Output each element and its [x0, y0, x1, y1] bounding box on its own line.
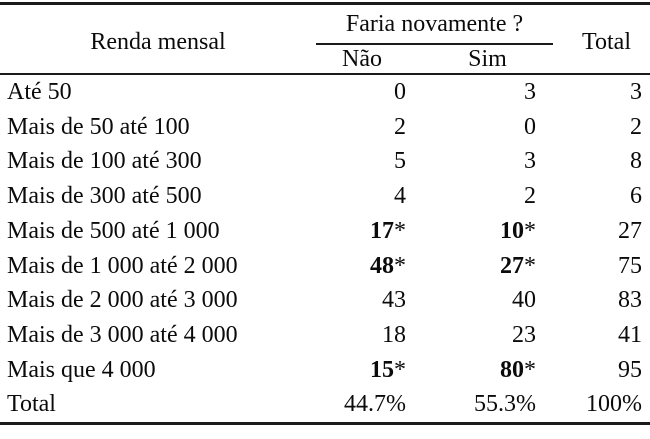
header-row-sub: Não Sim	[0, 44, 650, 74]
cell-nao: 4	[316, 179, 408, 214]
table-row: Mais de 1 000 até 2 000 48* 27* 75	[0, 249, 650, 284]
cell-value: 27	[500, 252, 525, 279]
cell-nao: 0	[316, 74, 408, 110]
cell-value: 43	[382, 287, 406, 314]
cell-total: 95	[618, 356, 643, 383]
table-row: Mais que 4 000 15* 80* 95	[0, 353, 650, 388]
cell-total: 100%	[586, 391, 643, 418]
cell-value: 0	[394, 79, 406, 105]
cell-sim: 0	[408, 110, 553, 145]
cell-nao: 18	[316, 318, 408, 353]
cell-value: 17	[370, 217, 394, 244]
cell-value: 55.3%	[474, 391, 537, 418]
cell-nao: 17*	[316, 214, 408, 249]
cell-sim: 80*	[408, 353, 553, 388]
cell-total: 8	[630, 148, 643, 175]
cell-value: 10	[500, 217, 525, 244]
cell-value: 2	[524, 183, 537, 210]
table-row: Mais de 300 até 500 4 2 6	[0, 179, 650, 214]
row-label: Até 50	[7, 79, 72, 105]
cell-value: 0	[524, 113, 537, 140]
cell-value: 40	[512, 287, 537, 314]
table-row: Mais de 50 até 100 2 0 2	[0, 110, 650, 145]
cell-sim: 3	[408, 144, 553, 179]
significance-asterisk: *	[394, 356, 406, 383]
header-row-group: Renda mensal Faria novamente ? Total	[0, 3, 650, 55]
income-crosstab-table: Renda mensal Faria novamente ? Total Não…	[0, 2, 650, 426]
table-row: Mais de 2 000 até 3 000 43 40 83	[0, 283, 650, 318]
cell-nao: 44.7%	[316, 387, 408, 423]
cell-sim: 40	[408, 283, 553, 318]
significance-asterisk: *	[524, 356, 537, 383]
row-label: Mais de 300 até 500	[7, 183, 202, 210]
cell-sim: 55.3%	[408, 387, 553, 423]
cell-total: 3	[630, 79, 643, 105]
table-row: Mais de 100 até 300 5 3 8	[0, 144, 650, 179]
cell-value: 44.7%	[344, 391, 406, 418]
cell-sim: 2	[408, 179, 553, 214]
cell-value: 18	[382, 321, 406, 348]
table-row: Até 50 0 3 3	[0, 74, 650, 110]
cell-nao: 43	[316, 283, 408, 318]
significance-asterisk: *	[524, 252, 537, 279]
table-row: Mais de 3 000 até 4 000 18 23 41	[0, 318, 650, 353]
cell-value: 15	[370, 356, 394, 383]
significance-asterisk: *	[524, 217, 537, 244]
row-label: Mais de 2 000 até 3 000	[7, 287, 238, 314]
cell-total: 41	[618, 321, 643, 348]
header-sim: Sim	[468, 45, 507, 72]
cell-sim: 23	[408, 318, 553, 353]
cell-nao: 48*	[316, 249, 408, 284]
table-header: Renda mensal Faria novamente ? Total Não…	[0, 3, 650, 74]
header-nao: Não	[342, 45, 382, 72]
header-faria-novamente: Faria novamente ?	[316, 3, 554, 45]
table-body: Até 50 0 3 3 Mais de 50 até 100 2 0 2 Ma…	[0, 74, 650, 424]
row-label: Total	[7, 391, 56, 418]
cell-total: 2	[630, 113, 643, 140]
cell-nao: 15*	[316, 353, 408, 388]
cell-value: 3	[524, 79, 537, 105]
cell-sim: 3	[408, 74, 553, 110]
row-label: Mais de 3 000 até 4 000	[7, 321, 238, 348]
cell-total: 27	[618, 217, 643, 244]
header-total: Total	[582, 28, 631, 55]
table-row: Total 44.7% 55.3% 100%	[0, 387, 650, 423]
significance-asterisk: *	[394, 252, 406, 279]
cell-total: 75	[618, 252, 643, 279]
row-label: Mais de 500 até 1 000	[7, 217, 220, 244]
cell-nao: 5	[316, 144, 408, 179]
cell-total: 6	[630, 183, 643, 210]
cell-value: 4	[394, 183, 406, 210]
cell-value: 5	[394, 148, 406, 175]
cell-value: 23	[512, 321, 537, 348]
cell-sim: 27*	[408, 249, 553, 284]
cell-value: 2	[394, 113, 406, 140]
cell-nao: 2	[316, 110, 408, 145]
cell-sim: 10*	[408, 214, 553, 249]
significance-asterisk: *	[394, 217, 406, 244]
row-label: Mais de 1 000 até 2 000	[7, 252, 238, 279]
row-label: Mais que 4 000	[7, 356, 156, 383]
cell-value: 3	[524, 148, 537, 175]
row-label: Mais de 100 até 300	[7, 148, 202, 175]
cell-total: 83	[618, 287, 643, 314]
row-label: Mais de 50 até 100	[7, 113, 190, 140]
cell-value: 48	[370, 252, 394, 279]
cell-value: 80	[500, 356, 525, 383]
table-row: Mais de 500 até 1 000 17* 10* 27	[0, 214, 650, 249]
header-renda-mensal: Renda mensal	[90, 28, 226, 55]
